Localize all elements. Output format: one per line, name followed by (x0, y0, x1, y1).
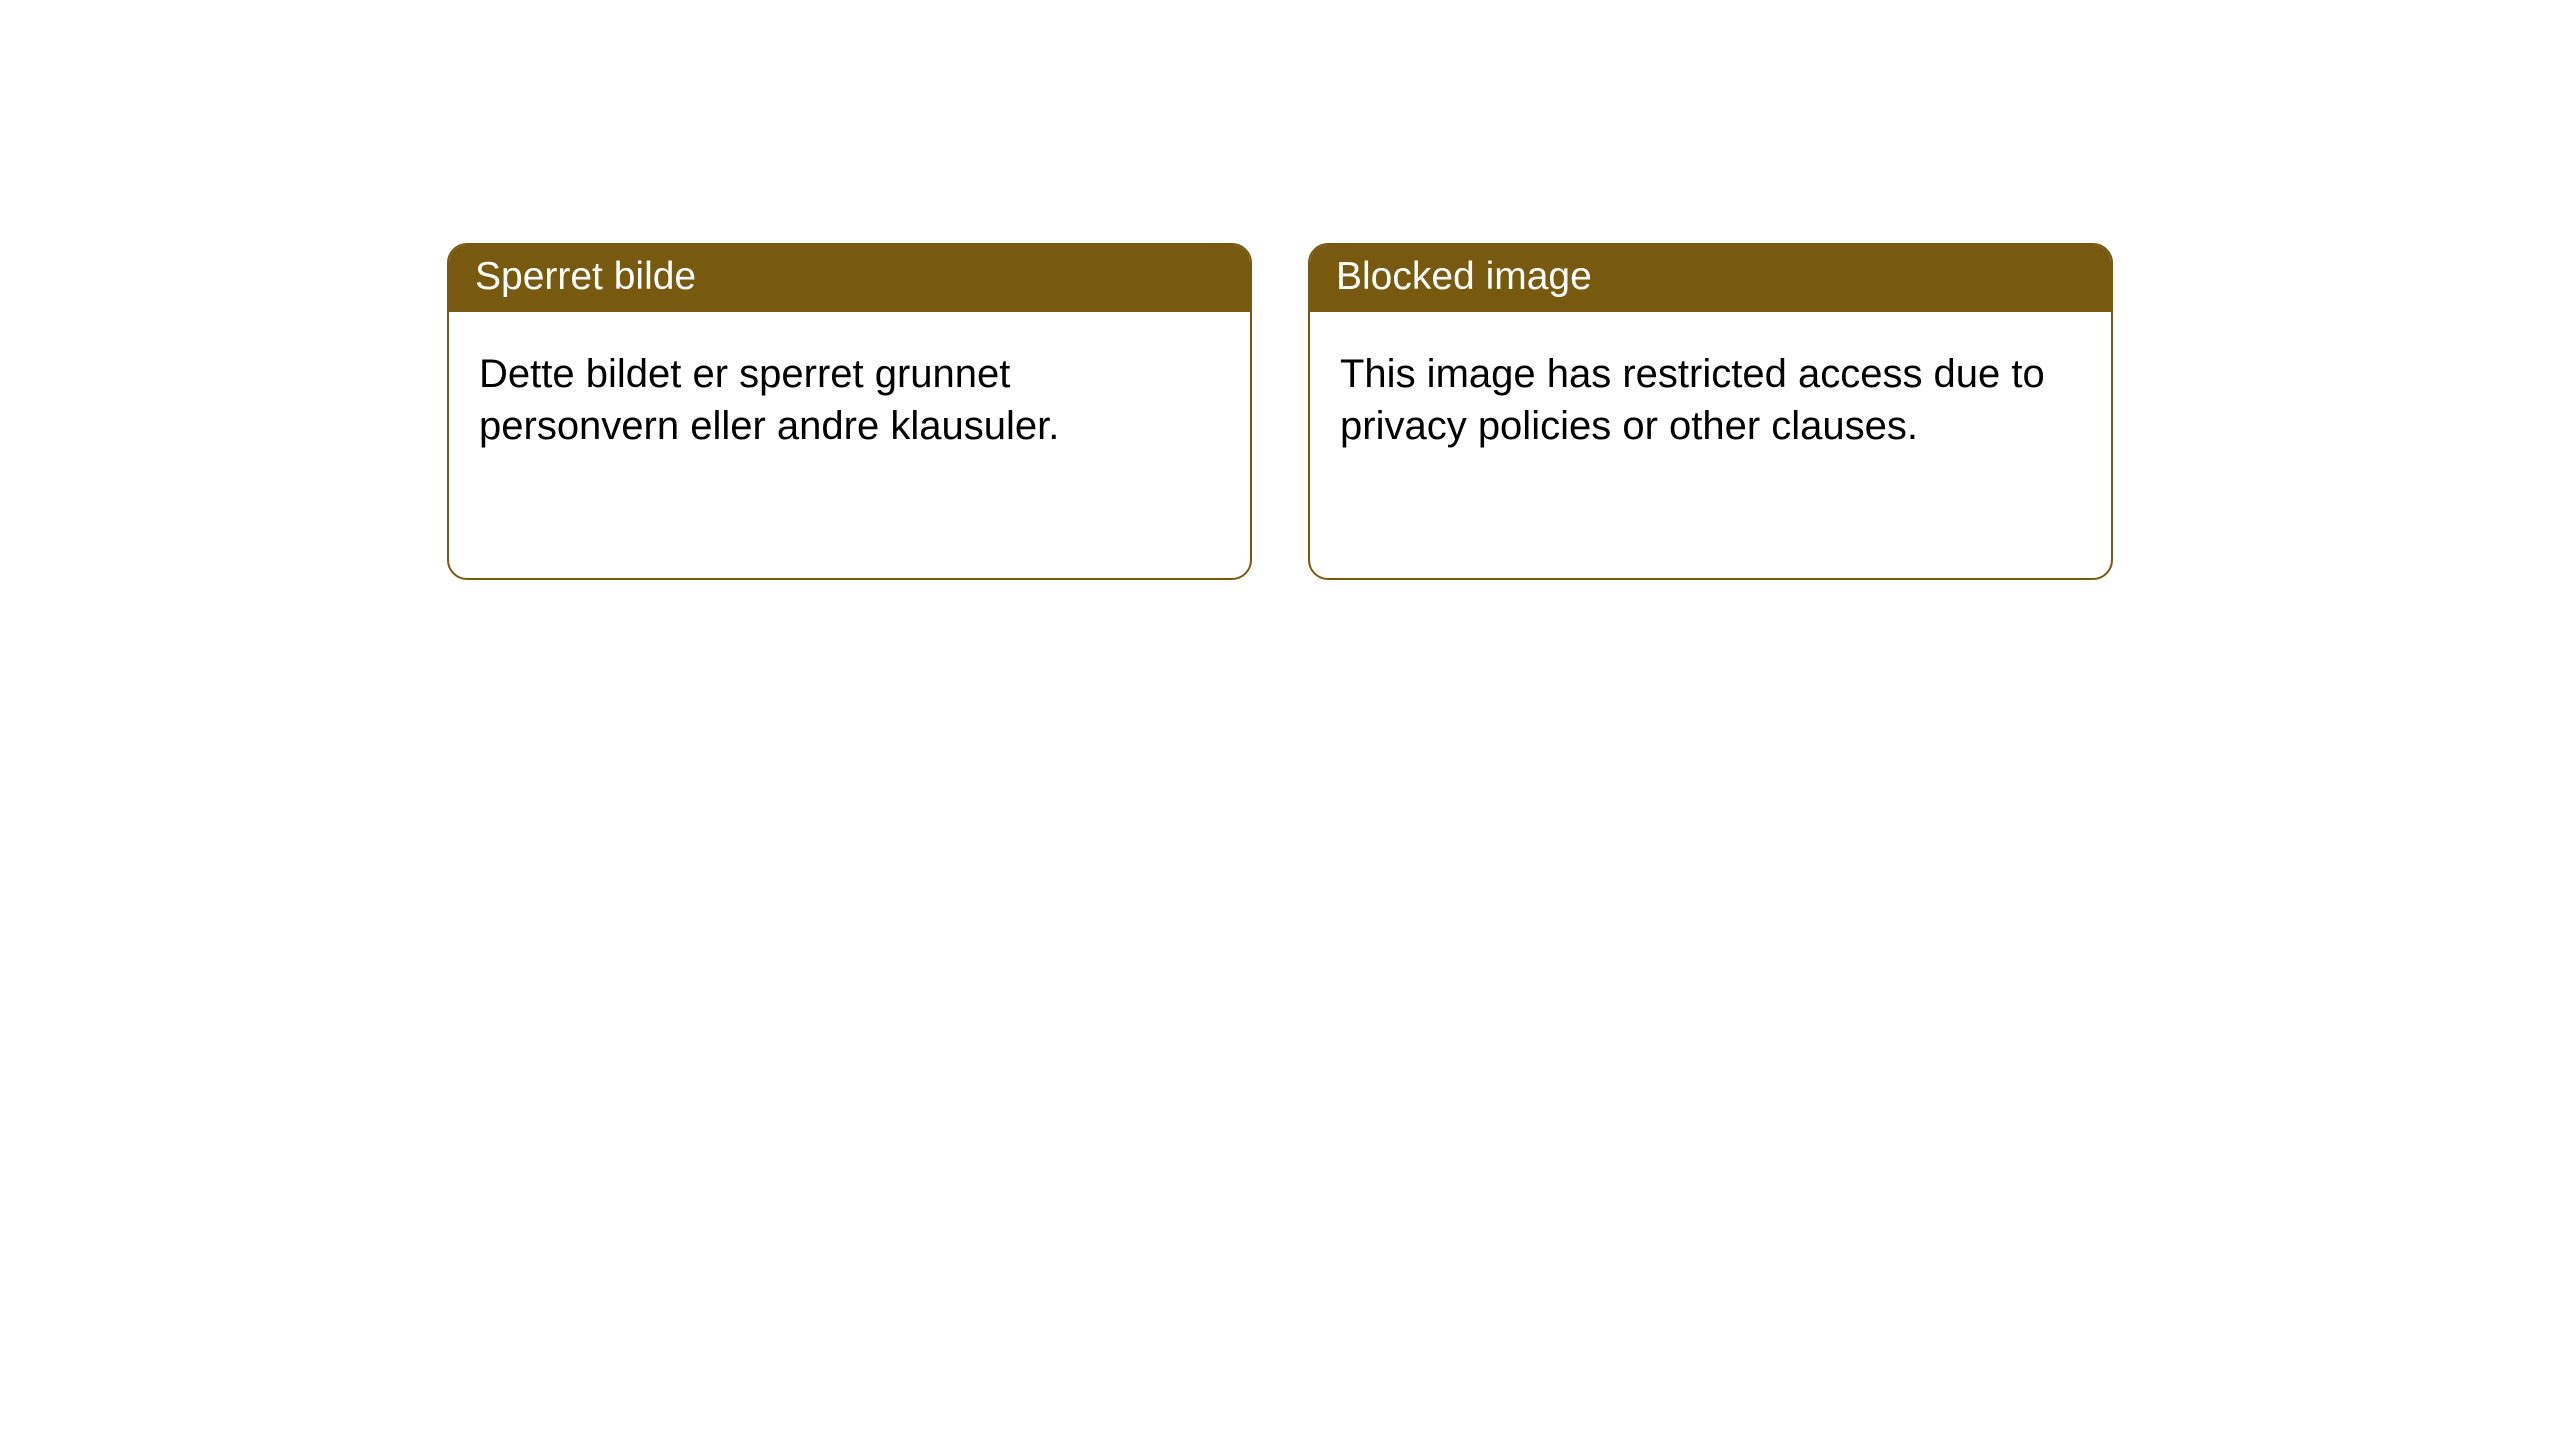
notice-card-en: Blocked image This image has restricted … (1308, 243, 2113, 580)
notice-body-en: This image has restricted access due to … (1310, 312, 2111, 483)
notice-card-no: Sperret bilde Dette bildet er sperret gr… (447, 243, 1252, 580)
notice-container: Sperret bilde Dette bildet er sperret gr… (0, 0, 2560, 580)
notice-body-no: Dette bildet er sperret grunnet personve… (449, 312, 1250, 483)
notice-title-no: Sperret bilde (449, 245, 1250, 312)
notice-title-en: Blocked image (1310, 245, 2111, 312)
